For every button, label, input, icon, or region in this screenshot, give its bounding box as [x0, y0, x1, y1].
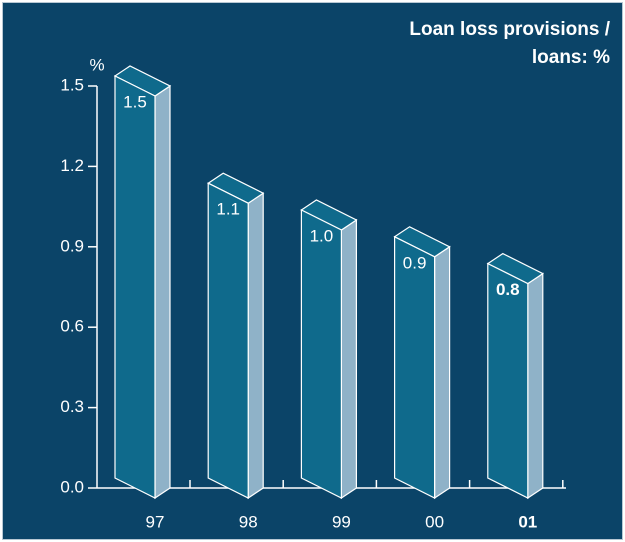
value-label: 1.5 — [123, 92, 147, 111]
bar — [114, 75, 156, 499]
bar — [207, 182, 249, 499]
bar-side — [434, 245, 451, 500]
bar-side — [340, 218, 357, 500]
value-label: 1.1 — [216, 200, 240, 219]
bar — [487, 262, 529, 499]
y-tick-label: 1.5 — [60, 75, 84, 94]
value-label: 1.0 — [310, 226, 334, 245]
x-tick-label: 00 — [425, 512, 444, 531]
y-tick-label: 1.2 — [60, 156, 84, 175]
y-tick-label: 0.9 — [60, 236, 84, 255]
bar-side — [527, 272, 544, 500]
chart-title: Loan loss provisions / loans: % — [409, 19, 610, 68]
bar — [300, 209, 342, 499]
x-tick-label: 98 — [239, 512, 258, 531]
bar-side — [247, 192, 264, 500]
y-tick-label: 0.6 — [60, 317, 84, 336]
bar-side — [154, 84, 171, 500]
x-tick-label: 97 — [146, 512, 165, 531]
x-tick-label: 01 — [518, 512, 537, 531]
value-label: 0.8 — [496, 280, 520, 299]
y-tick-label: 0.0 — [60, 477, 84, 496]
y-axis-label: % — [89, 55, 104, 74]
y-tick-label: 0.3 — [60, 397, 84, 416]
value-label: 0.9 — [403, 253, 427, 272]
x-tick-label: 99 — [332, 512, 351, 531]
bar — [394, 235, 436, 499]
